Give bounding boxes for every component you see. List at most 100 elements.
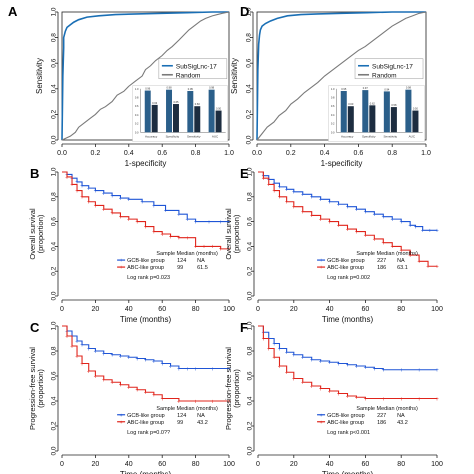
table-header: Sample Median (months) [156, 406, 218, 412]
censor-mark: + [80, 184, 84, 190]
censor-mark: + [399, 248, 403, 254]
x-tick-label: 80 [192, 461, 200, 468]
legend-entry: SubSigLnc-17 [176, 63, 217, 70]
panel-label: A [8, 4, 18, 19]
y-axis-label: Sensitivity [35, 58, 44, 94]
censor-mark: + [408, 253, 412, 259]
censor-mark: + [160, 362, 164, 368]
y-tick-label: 1.0 [247, 321, 254, 330]
censor-mark: + [227, 399, 231, 405]
censor-mark: + [135, 357, 139, 363]
censor-mark: + [211, 245, 215, 251]
x-tick-label: 0.8 [191, 150, 201, 157]
y-tick-label: 0.0 [51, 291, 58, 300]
censor-mark: + [102, 208, 106, 214]
inset-category-label: Specificity [362, 134, 376, 138]
censor-mark: + [373, 212, 377, 218]
censor-mark: + [355, 208, 359, 214]
series-line-random [61, 11, 230, 141]
y-axis-label: (proportion) [232, 214, 241, 253]
panel-C: C 0 20 40 60 80 100 0.0 0.2 0.4 0.6 0.8 1.0 Time (mon… [28, 320, 235, 474]
censor-mark: + [364, 234, 368, 240]
table-group-label: GCB-like group [327, 258, 365, 264]
censor-mark: + [94, 374, 98, 380]
y-tick-label: 0.6 [247, 371, 254, 380]
censor-mark: + [144, 358, 148, 364]
y-tick-label: 0.4 [247, 242, 254, 251]
censor-mark: + [285, 371, 289, 377]
censor-mark: + [328, 389, 332, 395]
censor-mark: + [382, 397, 386, 403]
censor-mark: + [408, 224, 412, 230]
censor-mark: + [110, 194, 114, 200]
x-tick-label: 1.0 [421, 150, 431, 157]
inset-bar-label: 0.60 [348, 102, 354, 106]
x-tick-label: 40 [125, 461, 133, 468]
panel-B: B 0 20 40 60 80 100 0.0 0.2 0.4 0.6 0.8 1.0 Time (mon… [28, 166, 235, 324]
y-tick-label: 0.4 [246, 84, 253, 93]
censor-mark: + [319, 387, 323, 393]
series-line-gcb-like-group [62, 325, 229, 370]
censor-mark: + [346, 205, 350, 211]
censor-mark: + [70, 183, 74, 189]
series-line-abc-like-group [62, 325, 229, 402]
table-sample-count: 124 [177, 413, 186, 419]
inset-bar [194, 106, 201, 133]
x-axis-label: Time (months) [322, 315, 374, 324]
x-tick-label: 20 [290, 461, 298, 468]
y-tick-label: 0.4 [51, 396, 58, 405]
series-line-abc-like-group [62, 171, 229, 250]
censor-mark: + [177, 212, 181, 218]
panel-F: F 0 20 40 60 80 100 0.0 0.2 0.4 0.6 0.8 1.0 Time (mon… [224, 320, 443, 474]
censor-mark: + [75, 189, 79, 195]
y-axis-label: Overall survival [28, 208, 37, 260]
censor-mark: + [319, 359, 323, 365]
x-tick-label: 0 [256, 306, 260, 313]
x-tick-label: 40 [125, 306, 133, 313]
censor-mark: + [211, 399, 215, 405]
censor-mark: + [127, 356, 131, 362]
table-swatch-mark: + [319, 258, 322, 264]
inset-bar-label: 0.95 [341, 87, 347, 91]
x-tick-label: 0 [60, 306, 64, 313]
legend: SubSigLnc-17 Random [354, 58, 424, 80]
series-line-random [256, 11, 427, 141]
censor-mark: + [292, 190, 296, 196]
inset-bar-chart: 0.0 0.2 0.4 0.6 0.8 1.0 0.96 0.63 Accuracy 0.98 0.… [132, 85, 228, 142]
censor-mark: + [140, 200, 144, 206]
inset-bar [208, 89, 215, 133]
censor-mark: + [417, 260, 421, 266]
inset-bar-label: 0.50 [216, 107, 222, 111]
table-group-label: ABC-like group [327, 420, 364, 426]
y-tick-label: 1.0 [51, 7, 58, 16]
y-tick-label: 0.0 [247, 446, 254, 455]
x-tick-label: 40 [326, 461, 334, 468]
y-axis-label: Overall survival [224, 208, 233, 260]
x-axis-label: Time (months) [120, 470, 172, 474]
censor-mark: + [185, 367, 189, 373]
censor-mark: + [80, 195, 84, 201]
y-tick-label: 0.6 [247, 217, 254, 226]
inset-y-tick-label: 0.8 [135, 96, 139, 100]
x-axis-label: 1-specificity [321, 159, 363, 168]
y-tick-label: 0.8 [247, 346, 254, 355]
censor-mark: + [177, 236, 181, 242]
inset-category-label: Accuracy [341, 134, 354, 138]
x-tick-label: 0.4 [320, 150, 330, 157]
y-tick-label: 1.0 [51, 321, 58, 330]
axes [57, 326, 229, 456]
censor-mark: + [428, 229, 432, 235]
legend-box [354, 58, 424, 80]
logrank-pvalue: Log rank p=0.0?? [127, 430, 170, 436]
x-tick-label: 0.0 [57, 150, 67, 157]
censor-mark: + [94, 349, 98, 355]
table-median: NA [197, 413, 205, 419]
panel-E: E 0 20 40 60 80 100 0.0 0.2 0.4 0.6 0.8 1.0 Time (mon… [224, 166, 443, 324]
censor-mark: + [426, 265, 430, 271]
series-line-subsiglnc-17 [61, 11, 229, 141]
censor-mark: + [435, 265, 439, 271]
censor-mark: + [328, 200, 332, 206]
censor-mark: + [75, 339, 79, 345]
censor-mark: + [164, 209, 168, 215]
inset-bar [340, 90, 347, 133]
